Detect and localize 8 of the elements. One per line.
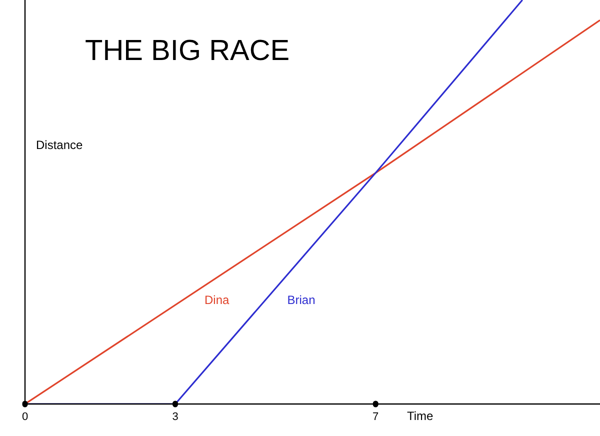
x-tick-label: 0 [22,411,28,423]
text: THE BIG RACE [85,35,290,67]
x-tick-label: 3 [172,411,178,423]
x-axis-title: Time [407,409,434,423]
x-tick-label: 7 [372,411,379,423]
series-label: Dina [204,293,230,308]
y-axis-title: Distance [36,138,84,152]
series-label: Brian [287,293,316,308]
